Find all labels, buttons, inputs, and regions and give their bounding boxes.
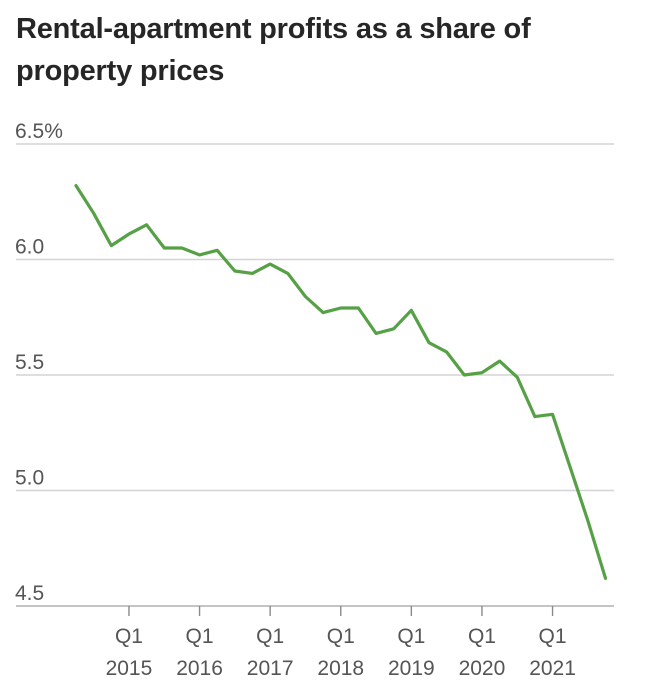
x-tick-year-label: 2016 — [176, 657, 223, 680]
x-tick-quarter-label: Q1 — [115, 625, 143, 648]
x-tick-quarter-label: Q1 — [327, 625, 355, 648]
x-tick-quarter-label: Q1 — [468, 625, 496, 648]
x-tick-quarter-label: Q1 — [256, 625, 284, 648]
y-tick-label: 4.5 — [15, 582, 44, 605]
x-tick-quarter-label: Q1 — [539, 625, 567, 648]
series-line — [74, 184, 608, 580]
y-tick-label: 5.0 — [15, 467, 44, 490]
y-tick-label: 6.5% — [15, 120, 63, 143]
x-tick-year-label: 2019 — [388, 657, 435, 680]
grid-lines — [16, 143, 614, 607]
y-axis-labels: 6.5% 6.0 5.5 5.0 4.5 — [15, 120, 63, 605]
chart-title: Rental-apartment profits as a share of p… — [16, 13, 531, 87]
y-tick-label: 6.0 — [15, 236, 44, 259]
x-tick-quarter-label: Q1 — [186, 625, 214, 648]
x-tick-year-label: 2018 — [317, 657, 364, 680]
series-group — [74, 184, 608, 580]
x-tick-year-label: 2017 — [247, 657, 294, 680]
y-tick-label: 5.5 — [15, 351, 44, 374]
x-tick-year-label: 2021 — [529, 657, 576, 680]
x-tick-year-label: 2020 — [459, 657, 506, 680]
x-tick-quarter-label: Q1 — [397, 625, 425, 648]
x-tick-year-label: 2015 — [106, 657, 153, 680]
x-axis: Q1 2015 Q1 2016 Q1 2017 Q1 2018 Q1 2019 Q1 2020 Q1 20… — [106, 606, 576, 680]
